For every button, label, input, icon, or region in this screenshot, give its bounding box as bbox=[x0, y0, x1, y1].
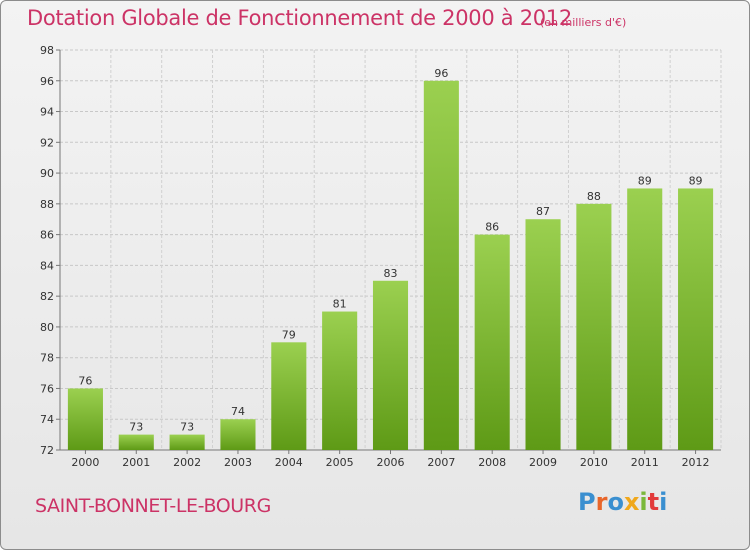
value-label: 74 bbox=[231, 405, 245, 418]
x-tick-label: 2002 bbox=[173, 456, 201, 469]
y-tick-label: 84 bbox=[40, 259, 54, 272]
value-label: 76 bbox=[78, 374, 92, 387]
logo-letter: o bbox=[607, 488, 624, 516]
logo-letter: P bbox=[578, 488, 596, 516]
commune-name: SAINT-BONNET-LE-BOURG bbox=[35, 495, 271, 517]
x-tick-label: 2000 bbox=[71, 456, 99, 469]
x-tick-label: 2006 bbox=[377, 456, 405, 469]
bars bbox=[67, 80, 714, 451]
logo-letter: i bbox=[659, 488, 668, 516]
x-tick-label: 2003 bbox=[224, 456, 252, 469]
x-tick-label: 2004 bbox=[275, 456, 303, 469]
y-tick-label: 72 bbox=[40, 444, 54, 457]
y-tick-label: 88 bbox=[40, 198, 54, 211]
logo-letter: x bbox=[623, 488, 640, 516]
chart-subtitle: (en milliers d'€) bbox=[540, 16, 627, 29]
logo-letter: r bbox=[595, 488, 608, 516]
y-tick-label: 86 bbox=[40, 229, 54, 242]
y-tick-label: 90 bbox=[40, 167, 54, 180]
bar bbox=[169, 434, 205, 450]
value-label: 89 bbox=[689, 174, 703, 187]
x-tick-label: 2011 bbox=[631, 456, 659, 469]
value-label: 73 bbox=[129, 421, 143, 434]
value-label: 79 bbox=[282, 328, 296, 341]
x-tick-label: 2009 bbox=[529, 456, 557, 469]
bar bbox=[474, 234, 510, 450]
bar bbox=[271, 342, 307, 450]
bar bbox=[423, 80, 459, 451]
y-tick-label: 96 bbox=[40, 75, 54, 88]
x-tick-label: 2005 bbox=[326, 456, 354, 469]
y-tick-label: 78 bbox=[40, 352, 54, 365]
logo-letter: i bbox=[639, 488, 648, 516]
bar bbox=[118, 434, 154, 450]
y-tick-label: 74 bbox=[40, 413, 54, 426]
value-label: 81 bbox=[333, 298, 347, 311]
bar bbox=[67, 388, 103, 450]
chart-title: Dotation Globale de Fonctionnement de 20… bbox=[27, 6, 572, 30]
x-tick-label: 2007 bbox=[427, 456, 455, 469]
y-tick-label: 92 bbox=[40, 136, 54, 149]
bar bbox=[220, 419, 256, 450]
value-label: 86 bbox=[485, 221, 499, 234]
labels: 72 74 76 78 80 82 84 86 88 90 92 94 96 98 76 2000 73 2001… bbox=[40, 44, 710, 469]
value-label: 83 bbox=[384, 267, 398, 280]
value-label: 73 bbox=[180, 421, 194, 434]
y-tick-label: 94 bbox=[40, 106, 54, 119]
y-tick-label: 82 bbox=[40, 290, 54, 303]
bar bbox=[678, 188, 714, 450]
x-tick-label: 2010 bbox=[580, 456, 608, 469]
x-tick-label: 2008 bbox=[478, 456, 506, 469]
y-tick-label: 80 bbox=[40, 321, 54, 334]
y-tick-label: 76 bbox=[40, 382, 54, 395]
y-tick-label: 98 bbox=[40, 44, 54, 57]
value-label: 89 bbox=[638, 174, 652, 187]
value-label: 87 bbox=[536, 205, 550, 218]
x-tick-label: 2001 bbox=[122, 456, 150, 469]
value-label: 96 bbox=[434, 67, 448, 80]
bar bbox=[372, 280, 409, 450]
proxiti-logo: Proxiti bbox=[578, 488, 667, 516]
bar bbox=[576, 203, 612, 450]
bar bbox=[627, 188, 663, 450]
x-tick-label: 2012 bbox=[682, 456, 710, 469]
bar bbox=[322, 311, 358, 450]
bar bbox=[525, 219, 561, 450]
logo-letter: t bbox=[647, 488, 660, 516]
value-label: 88 bbox=[587, 190, 601, 203]
